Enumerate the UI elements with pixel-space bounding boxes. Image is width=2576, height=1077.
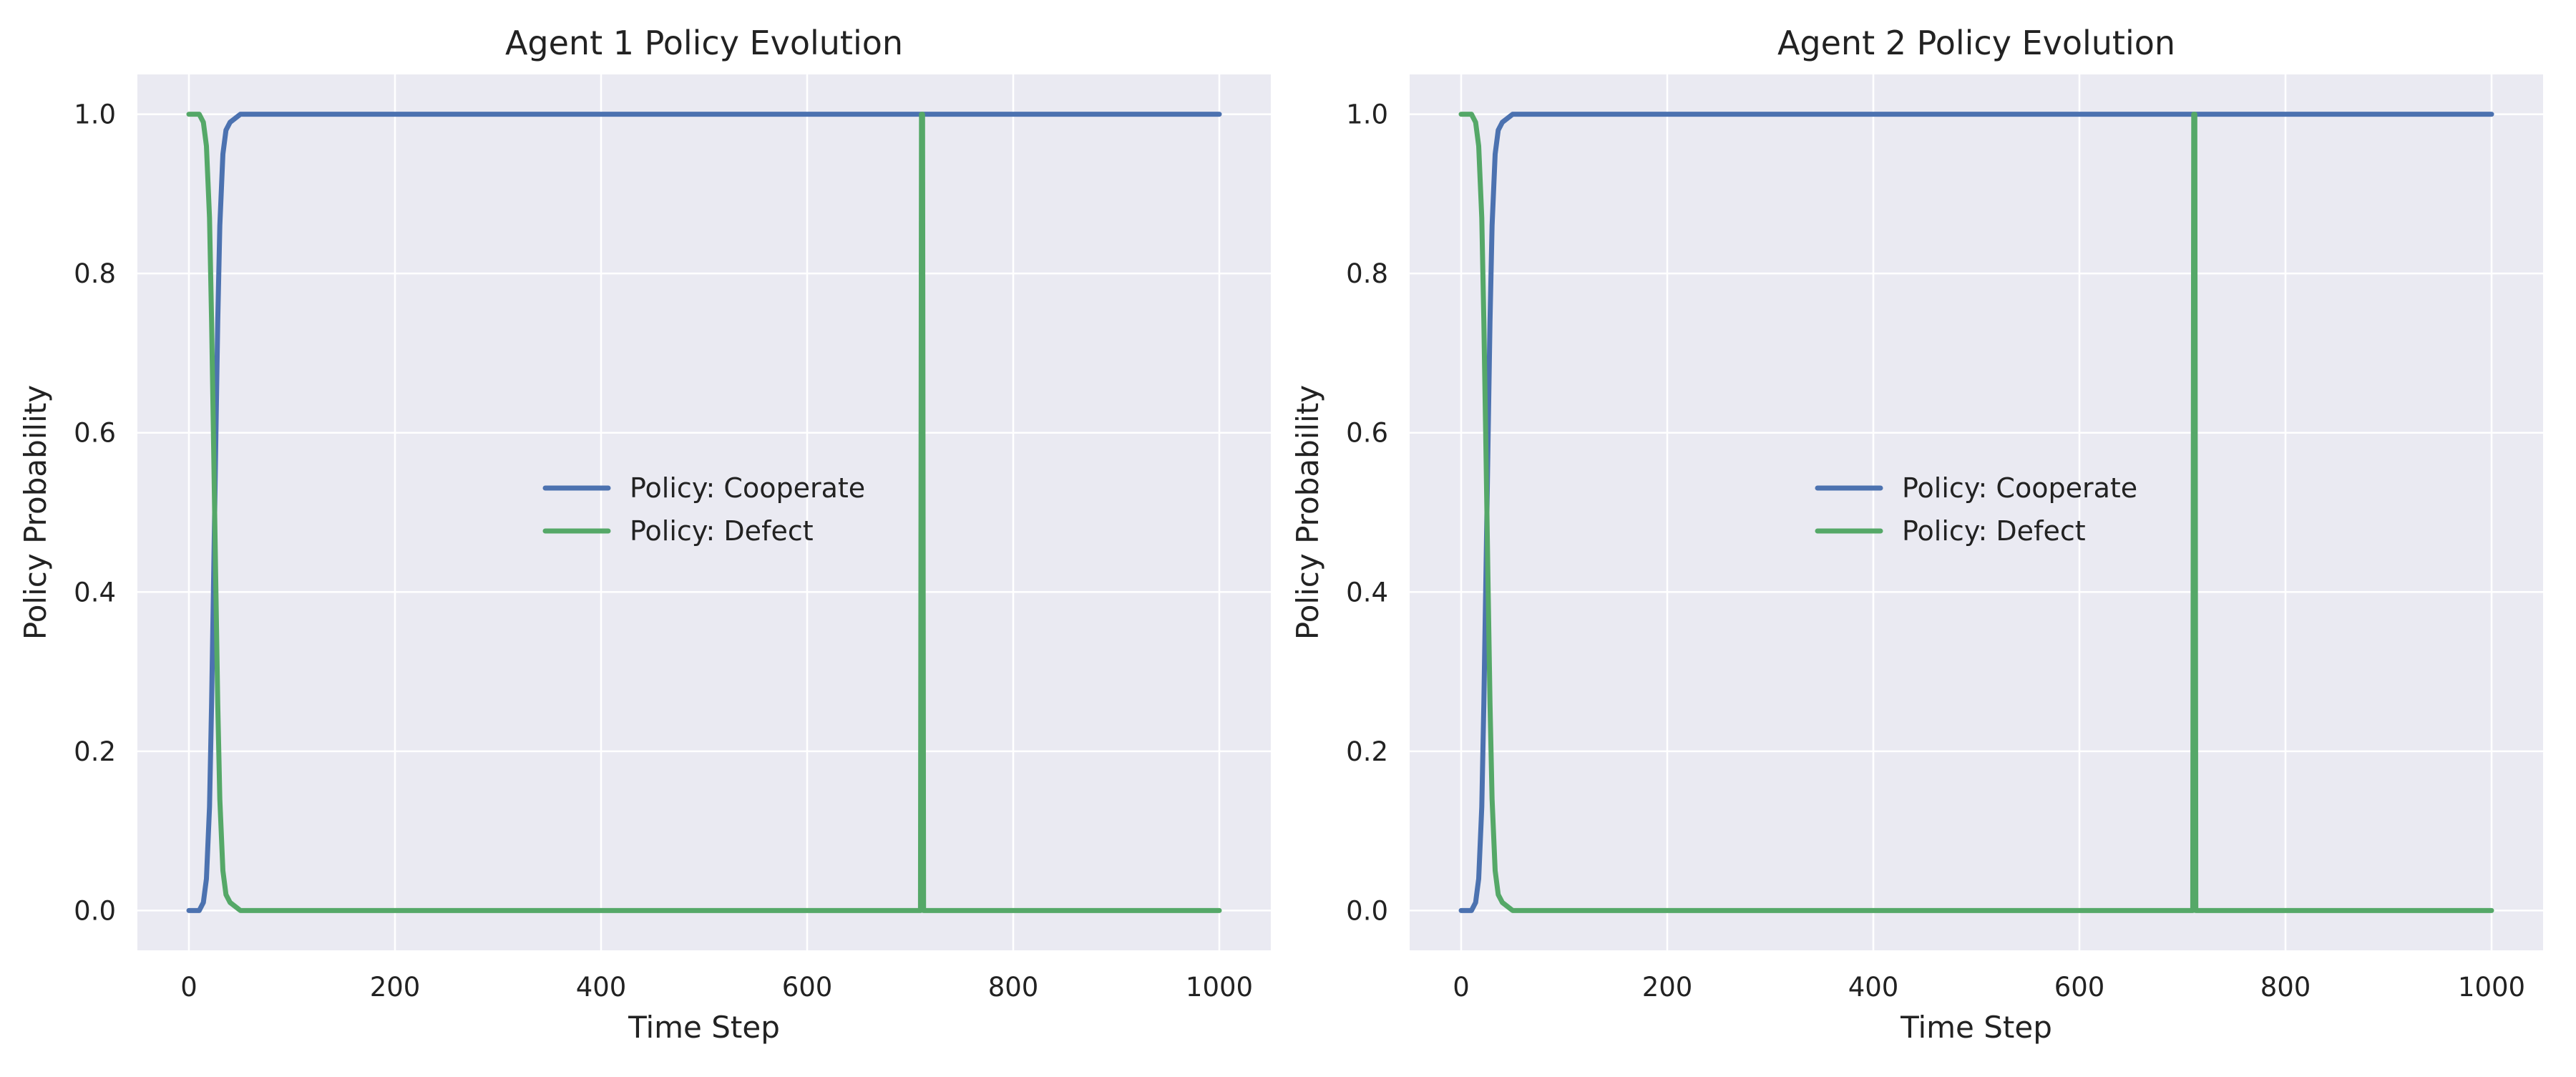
y-tick-label: 0.8 <box>1346 258 1388 289</box>
y-axis-label: Policy Probability <box>1290 385 1325 640</box>
y-tick-label: 0.4 <box>1346 577 1388 608</box>
y-tick-label: 1.0 <box>1346 99 1388 130</box>
y-tick-label: 0.2 <box>1346 736 1388 767</box>
legend-label-defect: Policy: Defect <box>630 515 814 547</box>
x-tick-label: 400 <box>576 972 627 1003</box>
legend: Policy: Cooperate Policy: Defect <box>542 472 865 547</box>
chart-title: Agent 2 Policy Evolution <box>1777 24 2175 62</box>
series-line-defect <box>186 112 1222 913</box>
y-tick-label: 0.0 <box>74 895 116 926</box>
plot-area <box>1410 74 2543 950</box>
y-tick-label: 1.0 <box>74 99 116 130</box>
x-tick-label: 0 <box>180 972 197 1003</box>
x-tick-label: 200 <box>1642 972 1693 1003</box>
x-tick-label: 800 <box>2260 972 2311 1003</box>
y-tick-label: 0.6 <box>74 418 116 449</box>
chart-panel-1: 0 200 400 600 800 1000 0.0 0.2 0.4 0.6 0.8 1.0 Agent… <box>18 24 1271 1045</box>
x-tick-label: 400 <box>1848 972 1899 1003</box>
x-tick-label: 800 <box>988 972 1039 1003</box>
series-line-cooperate <box>186 112 1222 913</box>
x-tick-label: 200 <box>370 972 421 1003</box>
chart-panel-2: 0 200 400 600 800 1000 0.0 0.2 0.4 0.6 0.8 1.0 Agent… <box>1290 24 2543 1045</box>
x-axis-label: Time Step <box>1900 1010 2052 1045</box>
series-line-cooperate <box>1458 112 2494 913</box>
x-tick-label: 1000 <box>2458 972 2525 1003</box>
y-tick-label: 0.2 <box>74 736 116 767</box>
x-axis-label: Time Step <box>628 1010 780 1045</box>
legend-label-cooperate: Policy: Cooperate <box>1902 472 2137 504</box>
legend-label-cooperate: Policy: Cooperate <box>630 472 865 504</box>
legend-label-defect: Policy: Defect <box>1902 515 2086 547</box>
x-tick-label: 1000 <box>1186 972 1253 1003</box>
x-tick-label: 600 <box>782 972 833 1003</box>
chart-title: Agent 1 Policy Evolution <box>505 24 903 62</box>
legend: Policy: Cooperate Policy: Defect <box>1815 472 2137 547</box>
y-tick-label: 0.6 <box>1346 418 1388 449</box>
y-tick-label: 0.4 <box>74 577 116 608</box>
x-tick-label: 600 <box>2054 972 2105 1003</box>
y-tick-label: 0.8 <box>74 258 116 289</box>
plot-area <box>137 74 1271 950</box>
series-line-defect <box>1458 112 2494 913</box>
y-axis-label: Policy Probability <box>18 385 53 640</box>
x-tick-label: 0 <box>1453 972 1470 1003</box>
y-tick-label: 0.0 <box>1346 895 1388 926</box>
